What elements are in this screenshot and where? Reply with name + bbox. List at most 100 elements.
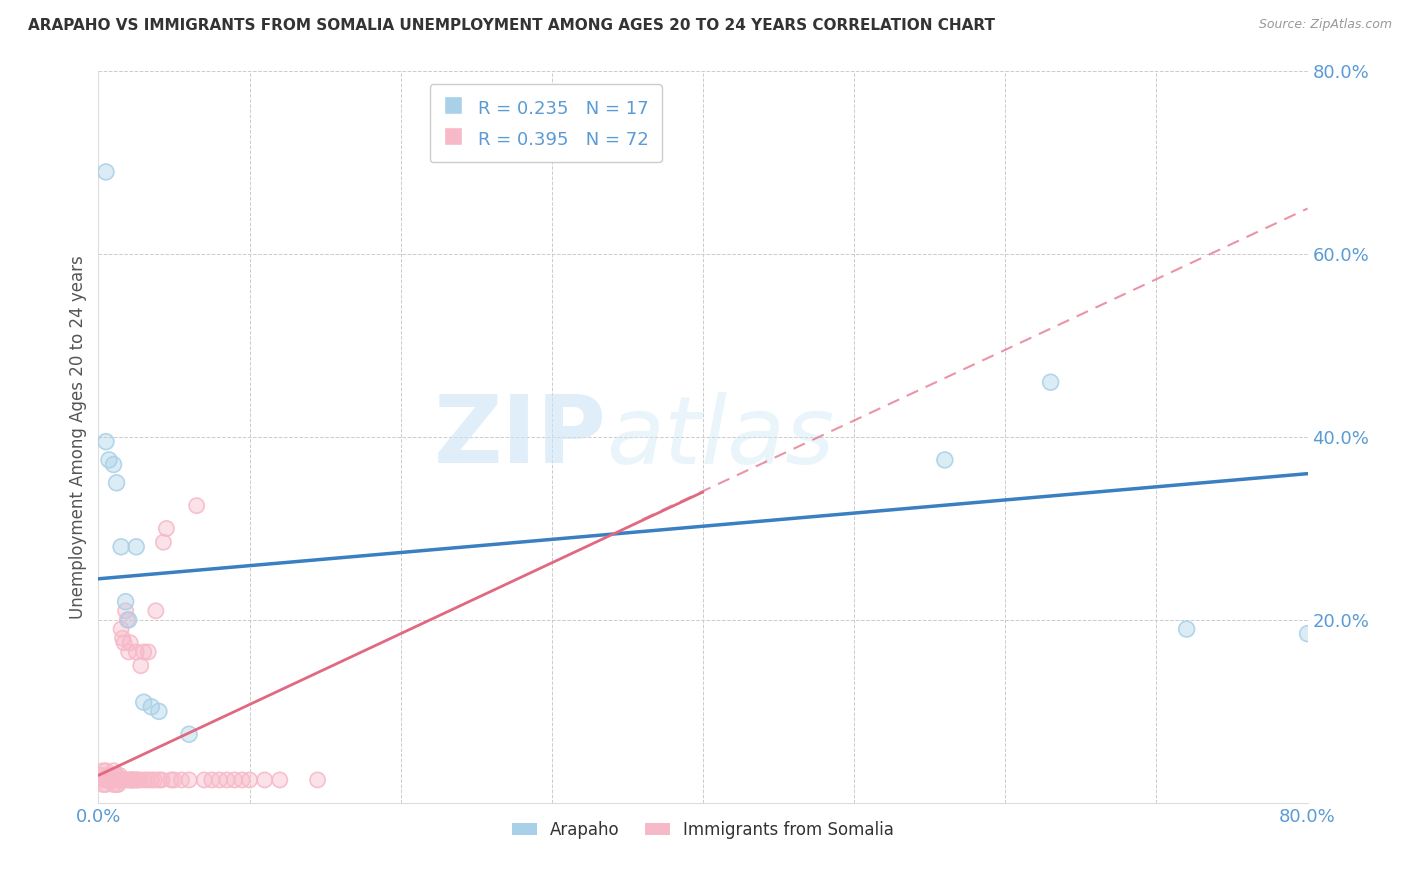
Point [231, 772, 253, 787]
Point [104, 768, 127, 782]
Point [179, 772, 201, 787]
Point [239, 772, 262, 787]
Point [1039, 375, 1062, 389]
Point [125, 772, 148, 787]
Point [107, 778, 129, 792]
Point [127, 772, 149, 787]
Point [108, 768, 131, 782]
Point [94, 434, 117, 449]
Point [94, 778, 117, 792]
Point [94, 165, 117, 179]
Point [94, 772, 117, 787]
Point [179, 727, 201, 741]
Legend: Arapaho, Immigrants from Somalia: Arapaho, Immigrants from Somalia [505, 814, 901, 846]
Point [94, 764, 117, 778]
Point [90, 768, 112, 782]
Point [121, 772, 143, 787]
Point [104, 772, 127, 787]
Point [108, 768, 131, 782]
Point [1175, 622, 1198, 636]
Point [231, 772, 253, 787]
Point [136, 645, 159, 659]
Point [120, 772, 142, 787]
Point [307, 772, 329, 787]
Point [111, 632, 134, 646]
Point [145, 604, 167, 618]
Point [132, 695, 155, 709]
Text: ARAPAHO VS IMMIGRANTS FROM SOMALIA UNEMPLOYMENT AMONG AGES 20 TO 24 YEARS CORREL: ARAPAHO VS IMMIGRANTS FROM SOMALIA UNEMP… [28, 18, 995, 33]
Point [105, 778, 128, 792]
Point [118, 645, 141, 659]
Point [132, 772, 155, 787]
Point [105, 475, 128, 490]
Point [103, 458, 125, 472]
Point [103, 764, 125, 778]
Point [107, 772, 129, 787]
Point [105, 475, 128, 490]
Point [91, 764, 114, 778]
Point [114, 772, 136, 787]
Point [121, 772, 143, 787]
Point [132, 772, 155, 787]
Point [143, 772, 166, 787]
Point [170, 772, 193, 787]
Point [103, 458, 125, 472]
Point [93, 772, 115, 787]
Point [129, 658, 152, 673]
Point [186, 499, 208, 513]
Point [91, 764, 114, 778]
Point [135, 772, 157, 787]
Point [118, 772, 141, 787]
Point [193, 772, 215, 787]
Point [201, 772, 224, 787]
Point [98, 453, 121, 467]
Point [103, 772, 125, 787]
Point [125, 645, 148, 659]
Point [1296, 626, 1319, 640]
Point [110, 540, 132, 554]
Point [201, 772, 224, 787]
Point [101, 772, 124, 787]
Point [118, 613, 141, 627]
Point [91, 778, 114, 792]
Point [179, 772, 201, 787]
Point [112, 636, 135, 650]
Point [103, 778, 125, 792]
Point [96, 772, 118, 787]
Point [145, 604, 167, 618]
Point [253, 772, 276, 787]
Point [163, 772, 186, 787]
Point [118, 613, 141, 627]
Point [111, 772, 134, 787]
Point [94, 165, 117, 179]
Point [132, 695, 155, 709]
Point [93, 772, 115, 787]
Point [163, 772, 186, 787]
Point [103, 772, 125, 787]
Text: Source: ZipAtlas.com: Source: ZipAtlas.com [1258, 18, 1392, 31]
Point [115, 613, 138, 627]
Point [94, 778, 117, 792]
Point [105, 768, 128, 782]
Point [132, 645, 155, 659]
Point [112, 772, 135, 787]
Point [128, 772, 150, 787]
Point [114, 594, 136, 608]
Point [160, 772, 183, 787]
Point [170, 772, 193, 787]
Point [1039, 375, 1062, 389]
Point [110, 540, 132, 554]
Point [120, 772, 142, 787]
Point [239, 772, 262, 787]
Point [135, 772, 157, 787]
Point [934, 453, 956, 467]
Point [91, 778, 114, 792]
Point [141, 699, 163, 714]
Point [307, 772, 329, 787]
Point [104, 768, 127, 782]
Point [224, 772, 246, 787]
Point [100, 768, 122, 782]
Point [100, 772, 122, 787]
Point [128, 772, 150, 787]
Point [121, 772, 143, 787]
